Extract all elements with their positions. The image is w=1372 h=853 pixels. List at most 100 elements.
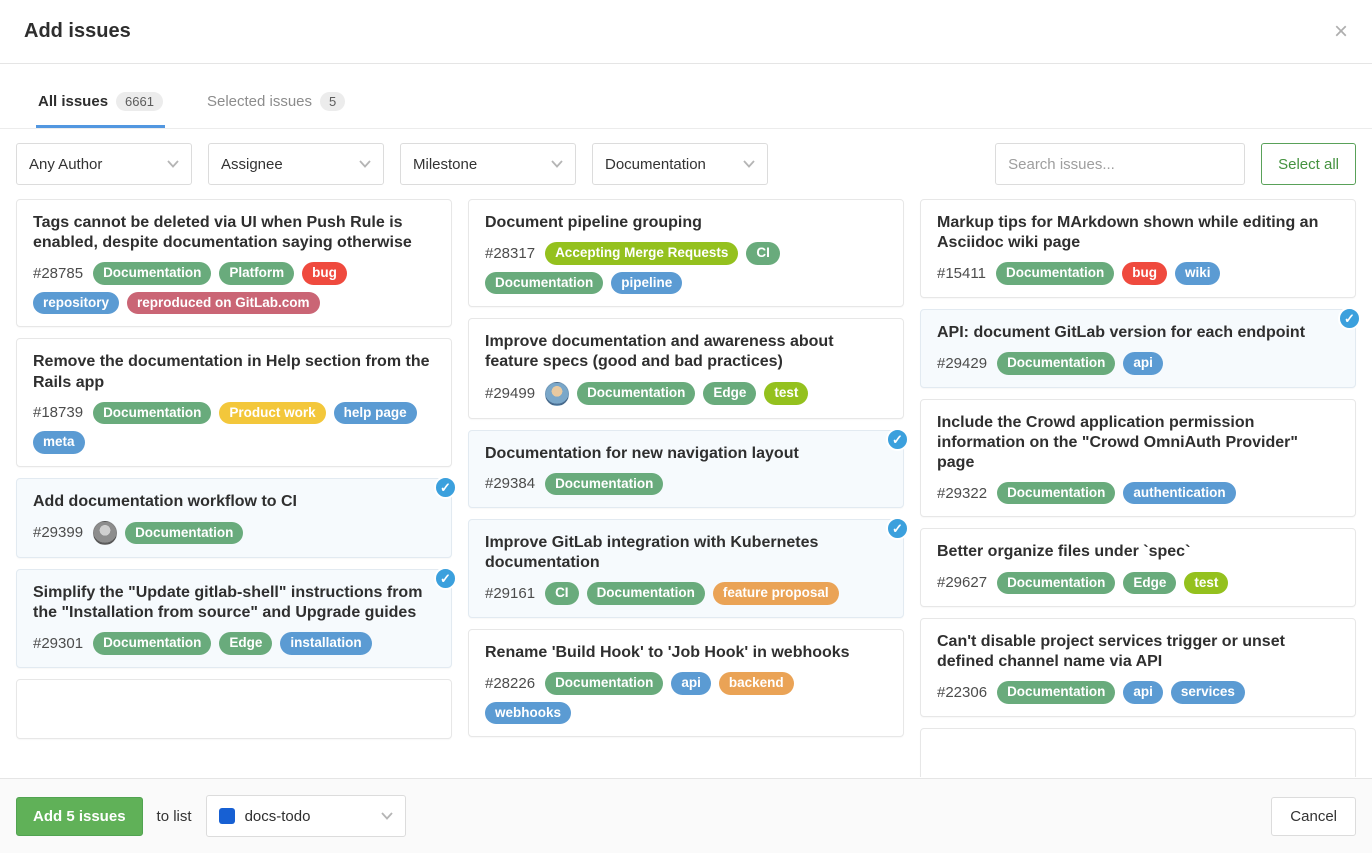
label-pill[interactable]: Documentation (586, 582, 705, 605)
label-pill[interactable]: meta (33, 431, 85, 454)
label-pill[interactable]: Documentation (545, 672, 664, 695)
label-pill[interactable]: wiki (1174, 262, 1221, 285)
issue-id: #18739 (33, 404, 84, 422)
label-pill[interactable]: authentication (1123, 481, 1236, 505)
filter-bar: Any Author Assignee Milestone Documentat… (0, 129, 1372, 199)
selected-check-icon: ✓ (434, 566, 457, 590)
issue-meta: #28785 Documentation Platform bug repository… (33, 262, 435, 315)
label-pill[interactable]: api (1123, 681, 1163, 704)
label-pill[interactable]: CI (746, 242, 780, 265)
issue-card[interactable]: ✓ Add documentation workflow to CI #29399 D… (16, 475, 457, 558)
issue-card[interactable]: Markup tips for MArkdown shown while edi… (920, 199, 1356, 298)
issue-id: #29322 (937, 484, 988, 502)
issue-meta: #29399 Documentation (33, 520, 435, 545)
issue-card[interactable]: ✓ Simplify the "Update gitlab-shell" inst… (16, 566, 457, 668)
issue-meta: #29322 Documentation authentication (937, 481, 1339, 505)
select-all-button[interactable]: Select all (1261, 143, 1356, 185)
label-pill[interactable]: Edge (1123, 571, 1177, 595)
assignee-filter-dropdown[interactable]: Assignee (208, 143, 384, 185)
issue-card[interactable]: Include the Crowd application permission… (920, 398, 1356, 518)
label-pill[interactable]: feature proposal (712, 582, 839, 605)
label-pill[interactable]: Accepting Merge Requests (545, 242, 739, 265)
label-pill[interactable]: Product work (219, 401, 326, 425)
issue-meta: #18739 Documentation Product work help page… (33, 401, 435, 454)
label-pill[interactable]: Documentation (997, 571, 1116, 595)
label-pill[interactable]: Edge (703, 382, 757, 405)
issue-meta: #29301 Documentation Edge installation (33, 632, 435, 655)
label-pill[interactable]: bug (1122, 262, 1167, 285)
label-pill[interactable]: Documentation (577, 382, 696, 405)
tab-all-issues[interactable]: All issues 6661 (36, 64, 165, 128)
issue-card[interactable]: Improve documentation and awareness abou… (468, 318, 904, 419)
label-pill[interactable]: installation (280, 632, 372, 655)
label-filter-label: Documentation (605, 155, 706, 173)
label-pill[interactable]: bug (302, 262, 347, 285)
issue-title: Tags cannot be deleted via UI when Push … (33, 214, 412, 252)
label-pill[interactable]: Documentation (93, 632, 212, 655)
label-pill[interactable]: Platform (219, 262, 295, 285)
issue-meta: #15411 Documentation bug wiki (937, 262, 1339, 285)
search-input[interactable] (995, 143, 1246, 185)
label-pill[interactable]: Edge (219, 632, 273, 655)
issue-card[interactable]: Remove the documentation in Help section… (16, 338, 452, 467)
chevron-down-icon (380, 812, 393, 820)
label-pill[interactable]: help page (333, 401, 417, 425)
label-filter-dropdown[interactable]: Documentation (592, 143, 768, 185)
issue-title: API: document GitLab version for each en… (937, 323, 1306, 341)
list-color-swatch (218, 808, 235, 824)
issue-title: Add documentation workflow to CI (33, 492, 297, 510)
close-icon[interactable]: × (1333, 17, 1348, 45)
label-pill[interactable]: reproduced on GitLab.com (127, 291, 320, 315)
label-pill[interactable]: webhooks (485, 701, 572, 725)
label-pill[interactable]: Documentation (997, 351, 1116, 375)
issue-id: #28317 (485, 244, 536, 262)
issue-card[interactable] (16, 678, 452, 739)
label-pill[interactable]: api (1123, 351, 1163, 375)
issue-card[interactable]: Better organize files under `spec` #29627… (920, 528, 1356, 608)
label-pill[interactable]: Documentation (93, 262, 212, 285)
tab-selected-issues[interactable]: Selected issues 5 (205, 64, 347, 128)
label-pill[interactable]: pipeline (611, 271, 683, 295)
author-filter-label: Any Author (29, 155, 103, 173)
cancel-button[interactable]: Cancel (1271, 796, 1356, 836)
label-pill[interactable]: Documentation (485, 271, 604, 295)
issue-card[interactable]: Tags cannot be deleted via UI when Push … (16, 199, 452, 328)
board-column-3: Markup tips for MArkdown shown while edi… (920, 199, 1361, 777)
issue-card[interactable]: ✓ API: document GitLab version for each e… (920, 306, 1361, 388)
issue-id: #29399 (33, 524, 84, 542)
add-issues-button[interactable]: Add 5 issues (16, 796, 143, 836)
issue-card[interactable]: Can't disable project services trigger o… (920, 618, 1356, 717)
issue-card[interactable]: Rename 'Build Hook' to 'Job Hook' in web… (468, 629, 904, 738)
issue-meta: #29627 Documentation Edge test (937, 571, 1339, 595)
label-pill[interactable]: Documentation (93, 401, 212, 425)
label-pill[interactable]: Documentation (125, 521, 244, 545)
chevron-down-icon (551, 160, 563, 168)
issue-title: Include the Crowd application permission… (937, 413, 1298, 471)
label-pill[interactable]: services (1170, 681, 1245, 704)
issue-title: Rename 'Build Hook' to 'Job Hook' in web… (485, 644, 850, 661)
label-pill[interactable]: test (764, 382, 809, 405)
assignee-filter-label: Assignee (221, 155, 283, 173)
issue-id: #29627 (937, 574, 988, 592)
label-pill[interactable]: backend (718, 672, 794, 695)
issue-card[interactable] (920, 727, 1356, 777)
label-pill[interactable]: Documentation (545, 472, 664, 496)
milestone-filter-dropdown[interactable]: Milestone (400, 143, 576, 185)
issue-title: Markup tips for MArkdown shown while edi… (937, 214, 1319, 252)
label-pill[interactable]: Documentation (995, 262, 1115, 285)
label-pill[interactable]: test (1184, 571, 1229, 595)
issue-card[interactable]: Document pipeline grouping #28317 Acceptin… (468, 199, 904, 308)
label-pill[interactable]: CI (545, 582, 579, 605)
assignee-avatar (545, 381, 570, 406)
target-list-dropdown[interactable]: docs-todo (205, 795, 406, 837)
issue-card[interactable]: ✓ Improve GitLab integration with Kuberne… (468, 517, 909, 618)
issue-card[interactable]: ✓ Documentation for new navigation layout… (468, 427, 909, 509)
issue-id: #29161 (485, 585, 536, 603)
label-pill[interactable]: Documentation (997, 481, 1116, 505)
issue-meta: #22306 Documentation api services (937, 681, 1339, 704)
issue-id: #15411 (937, 265, 986, 283)
label-pill[interactable]: repository (33, 291, 120, 315)
label-pill[interactable]: api (671, 672, 711, 695)
label-pill[interactable]: Documentation (997, 681, 1116, 704)
author-filter-dropdown[interactable]: Any Author (16, 143, 192, 185)
